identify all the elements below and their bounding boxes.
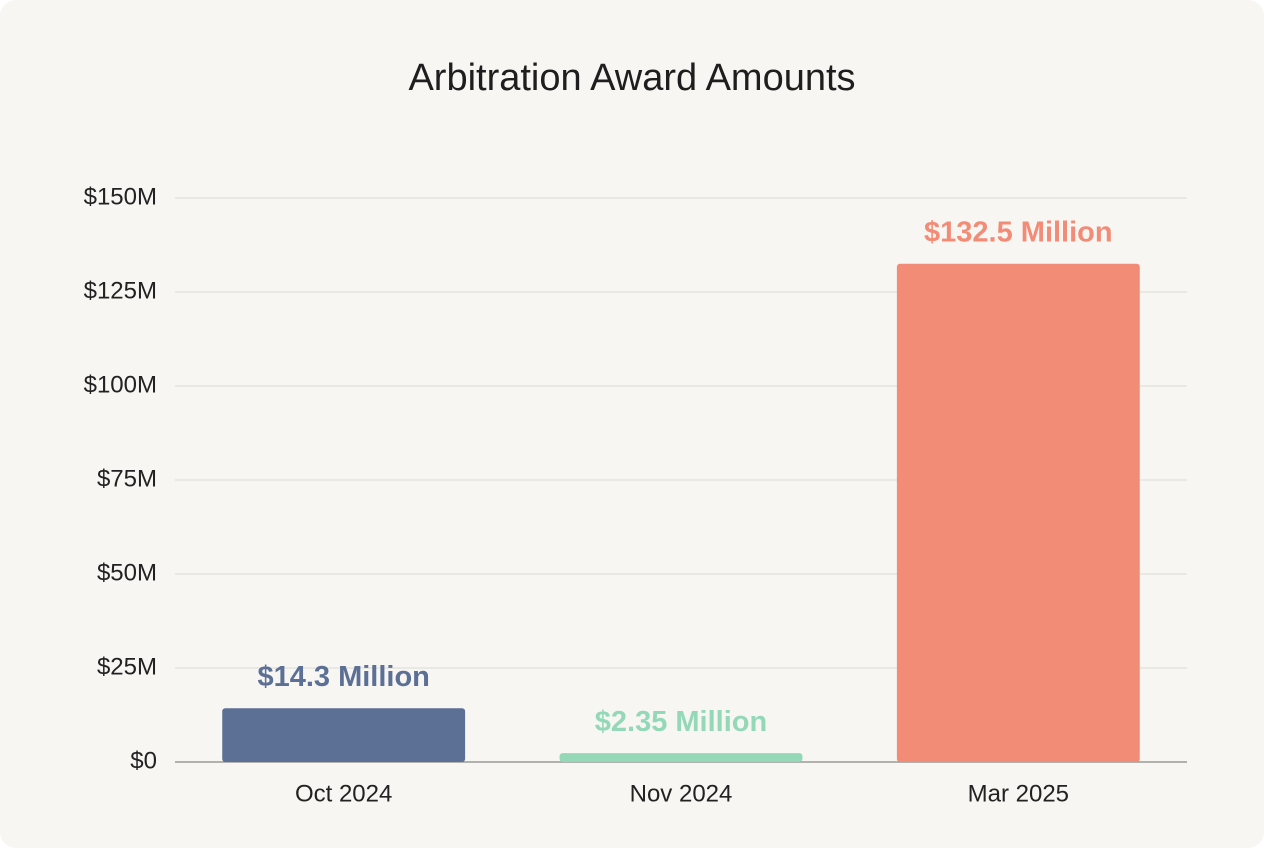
value-label: $2.35 Million (595, 706, 767, 738)
y-tick-label: $75M (97, 465, 157, 492)
y-tick-label: $125M (84, 277, 157, 304)
y-tick-label: $100M (84, 371, 157, 398)
x-tick-label: Mar 2025 (968, 780, 1069, 807)
value-label: $14.3 Million (257, 661, 429, 693)
y-tick-label: $0 (130, 747, 157, 774)
bar (222, 708, 466, 762)
value-label: $132.5 Million (924, 216, 1113, 248)
chart-title: Arbitration Award Amounts (408, 57, 855, 99)
x-tick-label: Nov 2024 (630, 780, 733, 807)
x-tick-label: Oct 2024 (295, 780, 392, 807)
y-tick-label: $50M (97, 559, 157, 586)
bar (896, 263, 1140, 762)
y-tick-label: $150M (84, 183, 157, 210)
bar (559, 753, 803, 762)
y-tick-label: $25M (97, 653, 157, 680)
